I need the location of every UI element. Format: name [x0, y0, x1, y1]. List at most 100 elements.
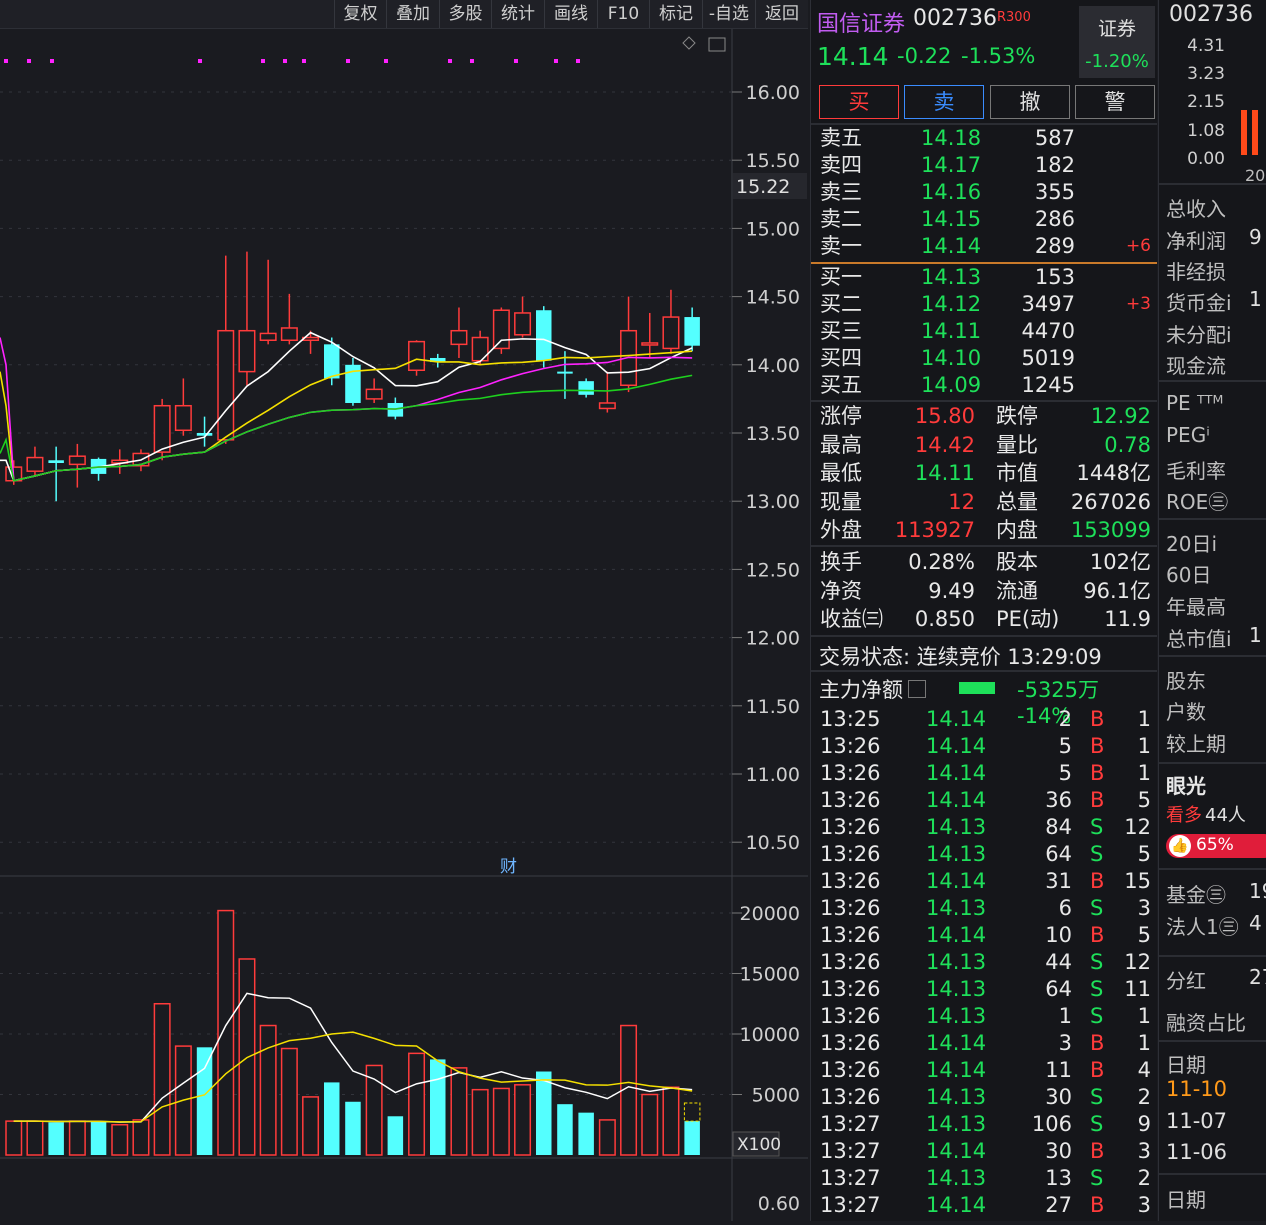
- tick-volume: 11: [1045, 1058, 1072, 1082]
- volume-axis-label: 5000: [752, 1085, 800, 1107]
- tick-count: 5: [1137, 788, 1151, 812]
- volume-unit-box: [732, 1131, 780, 1157]
- volume-bar: [514, 1084, 532, 1156]
- finance-item-label: 未分配i: [1166, 323, 1232, 347]
- volume-bar: [132, 1119, 150, 1156]
- sell-button[interactable]: 卖: [904, 85, 984, 119]
- tick-time: 13:27: [820, 1112, 881, 1136]
- tick-side: B: [1090, 761, 1105, 785]
- volume-bar: [365, 1064, 383, 1156]
- signal-dot: [554, 59, 558, 63]
- toolbar-button-7[interactable]: -自选: [702, 0, 755, 28]
- list-icon[interactable]: [908, 680, 926, 698]
- flow-bar: [959, 682, 995, 694]
- finance-item-label: 基金㊂: [1166, 883, 1226, 907]
- candle: [514, 296, 532, 338]
- toolbar-button-1[interactable]: 叠加: [386, 0, 439, 28]
- tick-price: 14.14: [926, 1058, 987, 1082]
- finance-item-label: 毛利率: [1166, 459, 1226, 483]
- finance-bar: [1241, 110, 1247, 155]
- tick-time: 13:26: [820, 869, 881, 893]
- finance-item-label: 较上期: [1166, 732, 1226, 756]
- candle: [68, 443, 86, 488]
- tick-volume: 27: [1045, 1193, 1072, 1217]
- buy-button[interactable]: 买: [819, 85, 899, 119]
- main-flow-value: -5325万 -14%: [1017, 678, 1100, 728]
- stat-l1: 涨停: [820, 404, 862, 428]
- diamond-icon[interactable]: [682, 36, 696, 50]
- order-book-row: 买二 14.12 3497 +3: [811, 291, 1157, 318]
- volume-bar: [557, 1104, 573, 1155]
- tick-time: 13:27: [820, 1193, 881, 1217]
- tick-row: 13:26 14.13 1 S 1: [811, 1003, 1157, 1030]
- candle: [536, 306, 552, 368]
- divider: [811, 400, 1157, 402]
- finance-axis-label: 4.31: [1187, 36, 1225, 56]
- price-axis-label: 13.50: [746, 423, 800, 445]
- tick-price: 14.13: [926, 1004, 987, 1028]
- tick-count: 1: [1137, 1031, 1151, 1055]
- finance-item-value: 19: [1249, 879, 1266, 903]
- tick-price: 14.14: [926, 707, 987, 731]
- toolbar-button-5[interactable]: F10: [597, 0, 649, 28]
- tick-side: B: [1090, 1031, 1105, 1055]
- volume-bar: [48, 1122, 64, 1155]
- chart-corner-controls[interactable]: [682, 36, 726, 52]
- panel-toggle-icon[interactable]: [708, 37, 726, 52]
- price-axis-label: 11.00: [746, 764, 800, 786]
- toolbar-button-8[interactable]: 返回: [755, 0, 808, 28]
- order-volume: 286: [1034, 207, 1075, 231]
- finance-item-label: 融资占比: [1166, 1011, 1246, 1035]
- date-item: 11-10: [1166, 1077, 1228, 1101]
- index-tag: R300: [997, 10, 1031, 25]
- divider: [811, 670, 1157, 672]
- volume-bar: [492, 1087, 510, 1156]
- finance-item-value: 4: [1249, 911, 1262, 935]
- sector-badge[interactable]: 证券 -1.20%: [1079, 6, 1155, 78]
- toolbar-button-6[interactable]: 标记: [649, 0, 702, 28]
- volume-bar: [684, 1121, 700, 1155]
- toolbar-button-2[interactable]: 多股: [439, 0, 491, 28]
- cancel-button[interactable]: 撤: [990, 85, 1070, 119]
- finance-item-value: 9: [1249, 225, 1262, 249]
- stat-v1: 14.42: [914, 432, 975, 457]
- tick-count: 3: [1137, 1193, 1151, 1217]
- order-book-row: 买五 14.09 1245: [811, 372, 1157, 399]
- order-price: 14.14: [921, 234, 982, 258]
- tick-volume: 84: [1045, 815, 1072, 839]
- tick-price: 14.14: [926, 788, 987, 812]
- tick-row: 13:27 14.13 13 S 2: [811, 1165, 1157, 1192]
- stat-l1: 收益㈢: [820, 607, 883, 631]
- divider: [1159, 1040, 1266, 1042]
- toolbar-button-0[interactable]: 复权: [334, 0, 386, 28]
- toolbar-button-4[interactable]: 画线: [544, 0, 597, 28]
- price-axis-label: 15.50: [746, 150, 800, 172]
- tick-row: 13:27 14.14 30 B 3: [811, 1138, 1157, 1165]
- stat-l1: 外盘: [820, 518, 862, 542]
- order-volume: 355: [1034, 180, 1075, 204]
- tick-side: S: [1090, 815, 1104, 839]
- tick-time: 13:26: [820, 1058, 881, 1082]
- price-axis-label: 15.00: [746, 218, 800, 240]
- price-axis-label: 16.00: [746, 82, 800, 104]
- tick-time: 13:27: [820, 1166, 881, 1190]
- tick-row: 13:26 14.13 44 S 12: [811, 949, 1157, 976]
- candle: [430, 353, 446, 368]
- tick-volume: 30: [1045, 1139, 1072, 1163]
- tick-side: S: [1090, 896, 1104, 920]
- alert-button[interactable]: 警: [1075, 85, 1155, 119]
- like-pill[interactable]: 👍 65%: [1166, 834, 1266, 858]
- stat-l2: 流通: [996, 578, 1038, 603]
- kanduo-label: 看多: [1166, 805, 1202, 826]
- finance-marker[interactable]: 财: [500, 857, 517, 877]
- price-axis-label: 11.50: [746, 696, 800, 718]
- signal-dot: [514, 59, 518, 63]
- tick-count: 3: [1137, 896, 1151, 920]
- quote-panel: 国信证券 002736 R300 14.14 -0.22 -1.53% 证券 -…: [810, 0, 1157, 1221]
- kline-chart-area[interactable]: 16.00 15.50 15.00 14.50 14.00 13.50 13.00 12.50…: [0, 29, 808, 1221]
- order-price: 14.15: [921, 207, 982, 231]
- toolbar-button-3[interactable]: 统计: [491, 0, 544, 28]
- kline-chart[interactable]: 16.00 15.50 15.00 14.50 14.00 13.50 13.00 12.50…: [0, 29, 808, 1221]
- order-level-label: 买一: [820, 265, 862, 289]
- divider: [1159, 655, 1266, 657]
